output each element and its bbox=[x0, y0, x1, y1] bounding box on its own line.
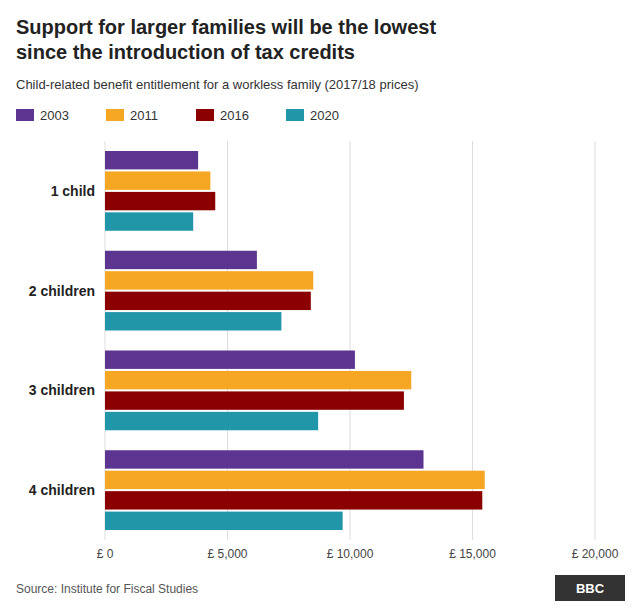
legend-swatch bbox=[286, 109, 304, 121]
x-tick-label: £ 15,000 bbox=[449, 547, 496, 561]
source: Source: Institute for Fiscal Studies bbox=[16, 582, 198, 596]
bar bbox=[105, 512, 343, 530]
y-tick-label: 1 child bbox=[51, 183, 95, 199]
bar bbox=[105, 312, 281, 330]
legend-label: 2020 bbox=[310, 108, 339, 123]
x-tick-label: £ 10,000 bbox=[327, 547, 374, 561]
legend-label: 2003 bbox=[40, 108, 69, 123]
bar bbox=[105, 412, 318, 430]
bar bbox=[105, 171, 210, 189]
logo-box bbox=[555, 575, 625, 601]
bar bbox=[105, 450, 424, 468]
legend-swatch bbox=[106, 109, 124, 121]
y-tick-label: 2 children bbox=[29, 283, 95, 299]
legend-item: 2016 bbox=[196, 108, 249, 123]
bar bbox=[105, 212, 193, 230]
x-tick-label: £ 5,000 bbox=[207, 547, 247, 561]
title-line: Support for larger families will be the … bbox=[16, 16, 436, 38]
legend-label: 2016 bbox=[220, 108, 249, 123]
legend-item: 2020 bbox=[286, 108, 339, 123]
bar bbox=[105, 491, 482, 509]
bar bbox=[105, 292, 311, 310]
bar bbox=[105, 391, 404, 409]
bar bbox=[105, 350, 355, 368]
legend-label: 2011 bbox=[130, 108, 158, 123]
legend-swatch bbox=[196, 109, 214, 121]
title: Support for larger families will be the … bbox=[16, 16, 436, 63]
logo: BBC bbox=[555, 575, 625, 601]
y-tick-label: 4 children bbox=[29, 482, 95, 498]
chart: Support for larger families will be the … bbox=[0, 0, 641, 611]
background bbox=[0, 0, 641, 611]
bar bbox=[105, 371, 411, 389]
legend-item: 2003 bbox=[16, 108, 69, 123]
bar bbox=[105, 471, 485, 489]
legend-item: 2011 bbox=[106, 108, 158, 123]
subtitle: Child-related benefit entitlement for a … bbox=[16, 77, 418, 92]
bars bbox=[105, 151, 485, 530]
x-tick-label: £ 20,000 bbox=[572, 547, 619, 561]
legend-swatch bbox=[16, 109, 34, 121]
bar bbox=[105, 271, 313, 289]
bar bbox=[105, 151, 198, 169]
x-tick-label: £ 0 bbox=[97, 547, 114, 561]
y-tick-label: 3 children bbox=[29, 382, 95, 398]
grid-line bbox=[595, 141, 596, 540]
title-line: since the introduction of tax credits bbox=[16, 41, 355, 63]
logo-text: BBC bbox=[576, 581, 605, 596]
bar bbox=[105, 192, 215, 210]
bar bbox=[105, 251, 257, 269]
grid bbox=[105, 141, 595, 540]
